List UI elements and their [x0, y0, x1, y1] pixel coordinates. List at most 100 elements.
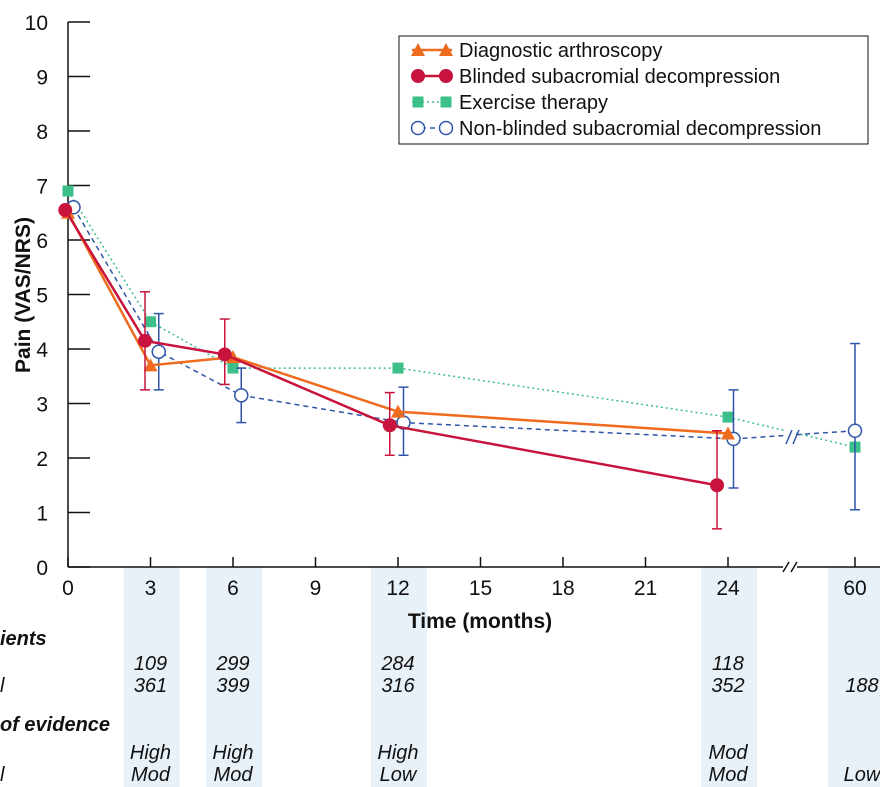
series-layer	[58, 185, 863, 530]
y-tick-label: 3	[36, 394, 48, 417]
table-cell-evidence: High	[212, 742, 253, 764]
table-cell-evidence: High	[130, 742, 171, 764]
marker-open-circle	[234, 388, 249, 403]
y-tick-label: 1	[36, 503, 48, 526]
legend-label: Blinded subacromial decompression	[459, 66, 780, 88]
line-break-mark	[792, 429, 800, 445]
table-cell-patients: 299	[215, 653, 249, 675]
x-tick-label: 3	[145, 577, 157, 600]
series-line-segment	[733, 434, 787, 440]
x-tick-label: 21	[634, 577, 657, 600]
legend-label: Non-blinded subacromial decompression	[459, 118, 821, 140]
table-header-patients: ients	[0, 628, 47, 650]
marker-open-circle	[847, 423, 863, 438]
marker-triangle	[411, 43, 425, 56]
table-cell-evidence: Mod	[131, 764, 171, 786]
y-tick-label: 5	[36, 285, 48, 308]
legend-item: Diagnostic arthroscopy	[411, 40, 662, 62]
table-cell-evidence: High	[377, 742, 418, 764]
series-blinded-subacromial-decompression	[58, 203, 724, 530]
x-axis-label: Time (months)	[408, 610, 552, 633]
line-break-mark	[785, 429, 793, 445]
marker-circle	[411, 69, 425, 83]
marker-square	[722, 411, 734, 423]
series-line	[67, 190, 729, 418]
series-diagnostic-arthroscopy	[61, 205, 735, 440]
legend-label: Exercise therapy	[459, 92, 608, 114]
table-row-label: l	[0, 675, 5, 697]
marker-circle	[217, 347, 232, 362]
marker-open-circle	[438, 120, 454, 136]
marker-circle	[710, 478, 724, 493]
marker-circle	[382, 418, 397, 433]
band-24	[701, 567, 757, 787]
marker-square	[62, 185, 74, 197]
x-axis-break-mark	[782, 561, 790, 573]
table-header-evidence: of evidence	[0, 714, 110, 736]
y-axis-label: Pain (VAS/NRS)	[12, 217, 35, 373]
table-cell-patients: 399	[216, 675, 249, 697]
marker-triangle	[721, 426, 735, 440]
marker-square	[227, 362, 239, 374]
marker-open-circle	[151, 344, 166, 359]
y-tick-label: 6	[36, 230, 48, 253]
table-cell-evidence: Low	[844, 764, 880, 786]
table-cell-patients: 188	[845, 675, 878, 697]
x-tick-label: 60	[843, 577, 866, 600]
highlight-bands	[123, 567, 880, 787]
table-cell-patients: 118	[712, 653, 744, 675]
x-tick-label: 12	[386, 577, 409, 600]
series-non-blinded-subacromial-decompression	[66, 200, 863, 511]
x-tick-label: 18	[551, 577, 574, 600]
series-exercise-therapy	[62, 185, 861, 453]
series-line-segment	[795, 430, 856, 436]
series-line-segment	[795, 432, 856, 448]
table-cell-patients: 109	[134, 653, 167, 675]
marker-circle	[58, 203, 73, 218]
y-tick-label: 8	[36, 121, 48, 144]
y-tick-label: 2	[36, 448, 48, 471]
marker-triangle	[143, 358, 158, 372]
table-cell-evidence: Mod	[214, 764, 254, 786]
marker-circle	[138, 333, 152, 348]
x-tick-label: 9	[310, 577, 322, 600]
x-axis-break-mark	[790, 561, 798, 573]
y-tick-label: 10	[25, 12, 48, 35]
marker-triangle	[439, 43, 453, 56]
marker-circle	[439, 69, 453, 83]
x-tick-label: 6	[227, 577, 239, 600]
legend-item: Non-blinded subacromial decompression	[410, 118, 821, 140]
band-3	[123, 567, 180, 787]
legend-label: Diagnostic arthroscopy	[459, 40, 662, 62]
x-tick-label: 24	[716, 577, 740, 600]
series-line	[66, 212, 729, 435]
table-cell-evidence: Low	[380, 764, 418, 786]
series-line-segment	[727, 416, 787, 432]
marker-square	[440, 96, 452, 108]
band-12	[371, 567, 427, 787]
y-tick-label: 7	[36, 176, 48, 199]
legend: Diagnostic arthroscopy Blinded subacromia…	[398, 35, 869, 145]
marker-open-circle	[410, 120, 426, 136]
band-60	[828, 567, 880, 787]
legend-item: Exercise therapy	[412, 92, 608, 114]
marker-square	[145, 316, 156, 328]
y-tick-label: 0	[36, 557, 48, 580]
marker-square	[412, 96, 424, 108]
table-cell-patients: 284	[380, 653, 414, 675]
y-tick-label: 9	[36, 67, 48, 90]
legend-box	[398, 35, 869, 145]
marker-square	[392, 362, 404, 374]
table-cell-evidence: Mod	[709, 742, 749, 764]
x-tick-label: 15	[469, 577, 492, 600]
table-row-label: l	[0, 764, 5, 786]
band-6	[206, 567, 262, 787]
table-cell-patients: 361	[134, 675, 167, 697]
table-cell-evidence: Mod	[709, 764, 749, 786]
table-cell-patients: 352	[711, 675, 744, 697]
legend-item: Blinded subacromial decompression	[411, 66, 780, 88]
x-tick-label: 0	[62, 577, 74, 600]
table-cell-patients: 316	[381, 675, 415, 697]
